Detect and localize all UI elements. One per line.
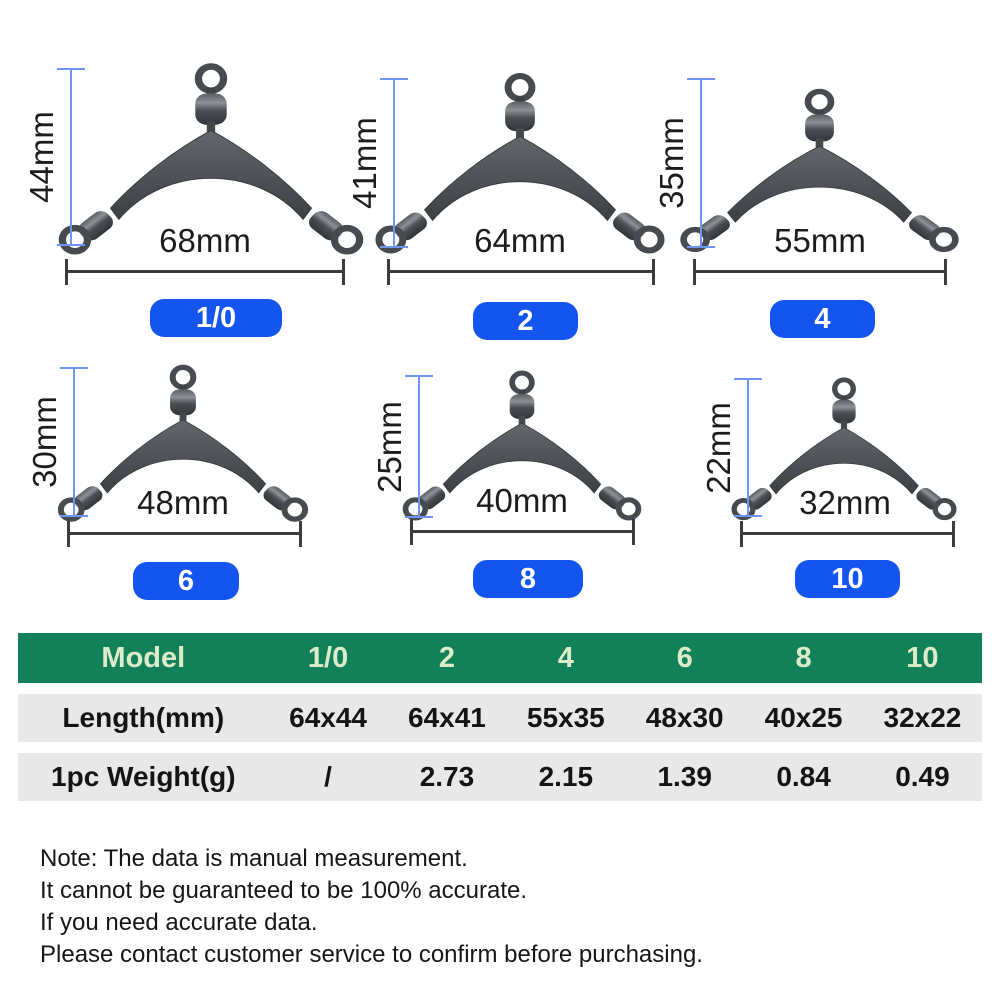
header-size-2: 2 [438, 641, 455, 674]
width-dimension-line [693, 259, 947, 285]
row-label: 1pc Weight(g) [51, 761, 236, 792]
weight-value: / [324, 761, 332, 792]
note-block: Note: The data is manual measurement. It… [40, 843, 703, 971]
weight-value: 0.84 [776, 761, 831, 792]
height-dimension-line [380, 78, 408, 248]
width-dimension-line [67, 521, 302, 547]
figure-size-10: 22mm 32mm 10 [672, 355, 992, 605]
size-badge: 10 [795, 560, 900, 598]
table-row-weight: 1pc Weight(g) / 2.73 2.15 1.39 0.84 0.49 [18, 753, 982, 801]
width-label: 40mm [476, 482, 568, 519]
header-size-8: 8 [795, 641, 812, 674]
table-row-length: Length(mm) 64x44 64x41 55x35 48x30 40x25… [18, 694, 982, 742]
height-dimension-line [57, 68, 85, 246]
height-dimension-line [687, 78, 715, 248]
width-label: 64mm [474, 222, 566, 259]
note-line: Please contact customer service to confi… [40, 941, 703, 968]
note-line: It cannot be guaranteed to be 100% accur… [40, 877, 528, 904]
width-label: 32mm [799, 484, 891, 521]
width-label: 55mm [774, 222, 866, 259]
table-header-row: Model 1/0 2 4 6 8 10 [18, 633, 982, 683]
figure-size-8: 25mm 40mm 8 [350, 355, 670, 605]
width-dimension-line [740, 521, 955, 547]
weight-value: 2.15 [538, 761, 594, 792]
weight-value: 1.39 [657, 761, 712, 792]
length-value: 48x30 [645, 702, 724, 733]
header-size-1-0: 1/0 [307, 641, 349, 674]
header-size-6: 6 [676, 641, 693, 674]
figures-grid: 44mm 68mm 1/0 41mm 64mm 2 35mm 55mm 4 30… [20, 0, 1000, 605]
weight-value: 2.73 [419, 761, 475, 792]
row-label: Length(mm) [62, 702, 225, 733]
spec-table: Model 1/0 2 4 6 8 10 Length(mm) 64x44 64… [18, 633, 982, 812]
height-label: 35mm [653, 117, 690, 209]
width-dimension-line [410, 519, 635, 545]
height-label: 25mm [371, 400, 408, 493]
figure-size-2: 41mm 64mm 2 [346, 50, 670, 350]
size-badge: 2 [473, 302, 578, 340]
length-value: 32x22 [883, 702, 962, 733]
header-size-4: 4 [557, 641, 574, 674]
size-badge: 6 [133, 562, 239, 600]
header-size-10: 10 [906, 641, 939, 674]
size-badge: 4 [770, 300, 875, 338]
size-badge: 1/0 [150, 299, 282, 337]
height-dimension-line [405, 375, 433, 518]
figure-size-1-0: 44mm 68mm 1/0 [20, 50, 350, 350]
height-dimension-line [60, 367, 88, 517]
length-value: 64x41 [408, 702, 486, 733]
header-model: Model [101, 641, 186, 674]
height-label: 30mm [26, 396, 63, 488]
height-label: 41mm [346, 117, 383, 209]
length-value: 55x35 [526, 702, 605, 733]
note-line: If you need accurate data. [40, 909, 318, 936]
height-label: 44mm [23, 111, 60, 203]
width-dimension-line [387, 259, 655, 285]
figure-size-4: 35mm 55mm 4 [653, 50, 992, 350]
length-value: 40x25 [764, 702, 843, 733]
note-line: Note: The data is manual measurement. [40, 845, 468, 872]
height-dimension-line [734, 378, 762, 517]
width-label: 68mm [159, 222, 251, 259]
size-badge: 8 [473, 560, 583, 598]
width-label: 48mm [137, 484, 229, 521]
width-dimension-line [65, 259, 345, 285]
figure-size-6: 30mm 48mm 6 [20, 355, 350, 605]
length-value: 64x44 [289, 702, 367, 733]
height-label: 22mm [700, 401, 737, 494]
weight-value: 0.49 [895, 761, 950, 792]
